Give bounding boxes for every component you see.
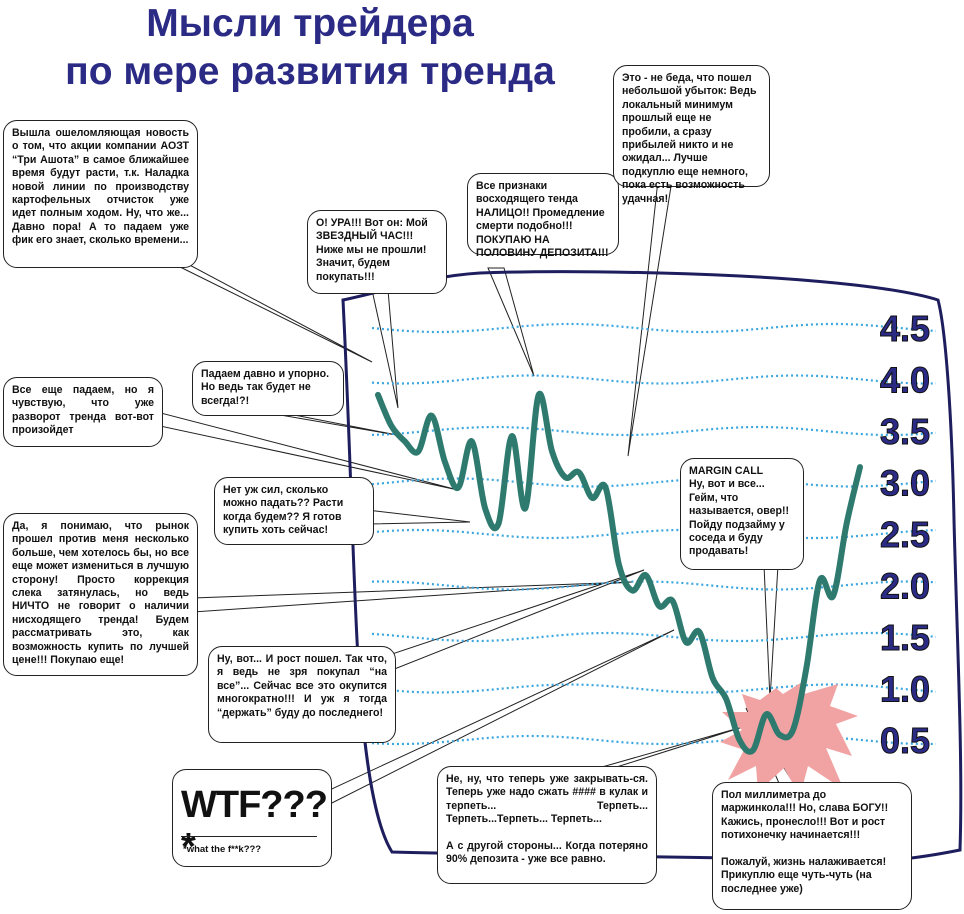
price-line [375, 390, 863, 755]
y-tick-label: 2.0 [880, 566, 930, 607]
y-tick-label: 2.5 [880, 514, 930, 555]
page-title: Мысли трейдера по мере развития тренда [0, 0, 620, 96]
y-tick-label: 4.5 [880, 308, 930, 349]
thought-bubble-no-strength: Нет уж сил, сколько можно падать?? Расти… [214, 477, 374, 545]
thought-bubble-reversal: Все еще падаем, но я чувствую, что уже р… [3, 377, 163, 447]
thought-bubble-small-loss: Это - не беда, что пошел небольшой убыто… [613, 65, 770, 205]
grid-wave [371, 580, 937, 591]
y-tick-label: 3.5 [880, 411, 930, 452]
grid-wave [371, 528, 937, 540]
bubble-pointer [487, 267, 535, 377]
bubble-pointer [763, 564, 779, 701]
wtf-divider [181, 836, 317, 837]
thought-bubble-news: Вышла ошеломляющая новость о том, что ак… [3, 120, 198, 268]
bubble-pointer [587, 725, 747, 772]
grid-wave [371, 631, 937, 643]
grid-wave [371, 683, 937, 694]
chart-frame [341, 270, 963, 862]
thought-bubble-correction: Да, я понимаю, что рынок прошел против м… [3, 513, 198, 676]
y-axis-labels: 4.5 4.0 3.5 3.0 2.5 2.0 1.5 1.0 0.5 [879, 308, 930, 762]
thought-bubble-falling: Падаем давно и упорно. Но ведь так будет… [192, 361, 344, 416]
y-tick-label: 0.5 [880, 720, 930, 761]
thought-bubble-star-hour: О! УРА!!! Вот он: Мой ЗВЕЗДНЫЙ ЧАС!!! Ни… [307, 210, 447, 294]
wtf-footnote: *what the f**k??? [183, 844, 262, 855]
y-tick-label: 1.0 [880, 669, 930, 710]
thought-bubble-recovery: Пол миллиметра до маржинкола!!! Но, слав… [712, 782, 912, 910]
title-line-2: по мере развития тренда [65, 50, 555, 93]
title-line-1: Мысли трейдера [146, 2, 474, 45]
y-tick-label: 1.5 [880, 617, 930, 658]
y-tick-label: 4.0 [880, 360, 930, 401]
bubble-pointer [385, 569, 645, 671]
thought-bubble-endure: Не, ну, что теперь уже закрывать-ся. Теп… [437, 766, 657, 884]
grid-waves [371, 322, 937, 746]
bubble-pointer [366, 509, 471, 525]
thought-bubble-uptrend: Все признаки восходящего тенда НАЛИЦО!! … [467, 173, 619, 259]
wtf-sign: WTF???* *what the f**k??? [172, 769, 332, 868]
grid-wave [371, 477, 937, 488]
y-tick-label: 3.0 [880, 463, 930, 504]
bubble-pointer [371, 289, 399, 409]
wtf-heading: WTF???* [181, 784, 328, 868]
thought-bubble-growth: Ну, вот... И рост пошел. Так что, я ведь… [208, 646, 396, 743]
grid-wave [371, 374, 937, 385]
thought-bubble-margin-call: MARGIN CALL Ну, вот и все... Гейм, что н… [680, 458, 804, 570]
grid-wave [371, 425, 937, 437]
grid-wave [371, 322, 937, 334]
bubble-pointer [627, 179, 673, 457]
